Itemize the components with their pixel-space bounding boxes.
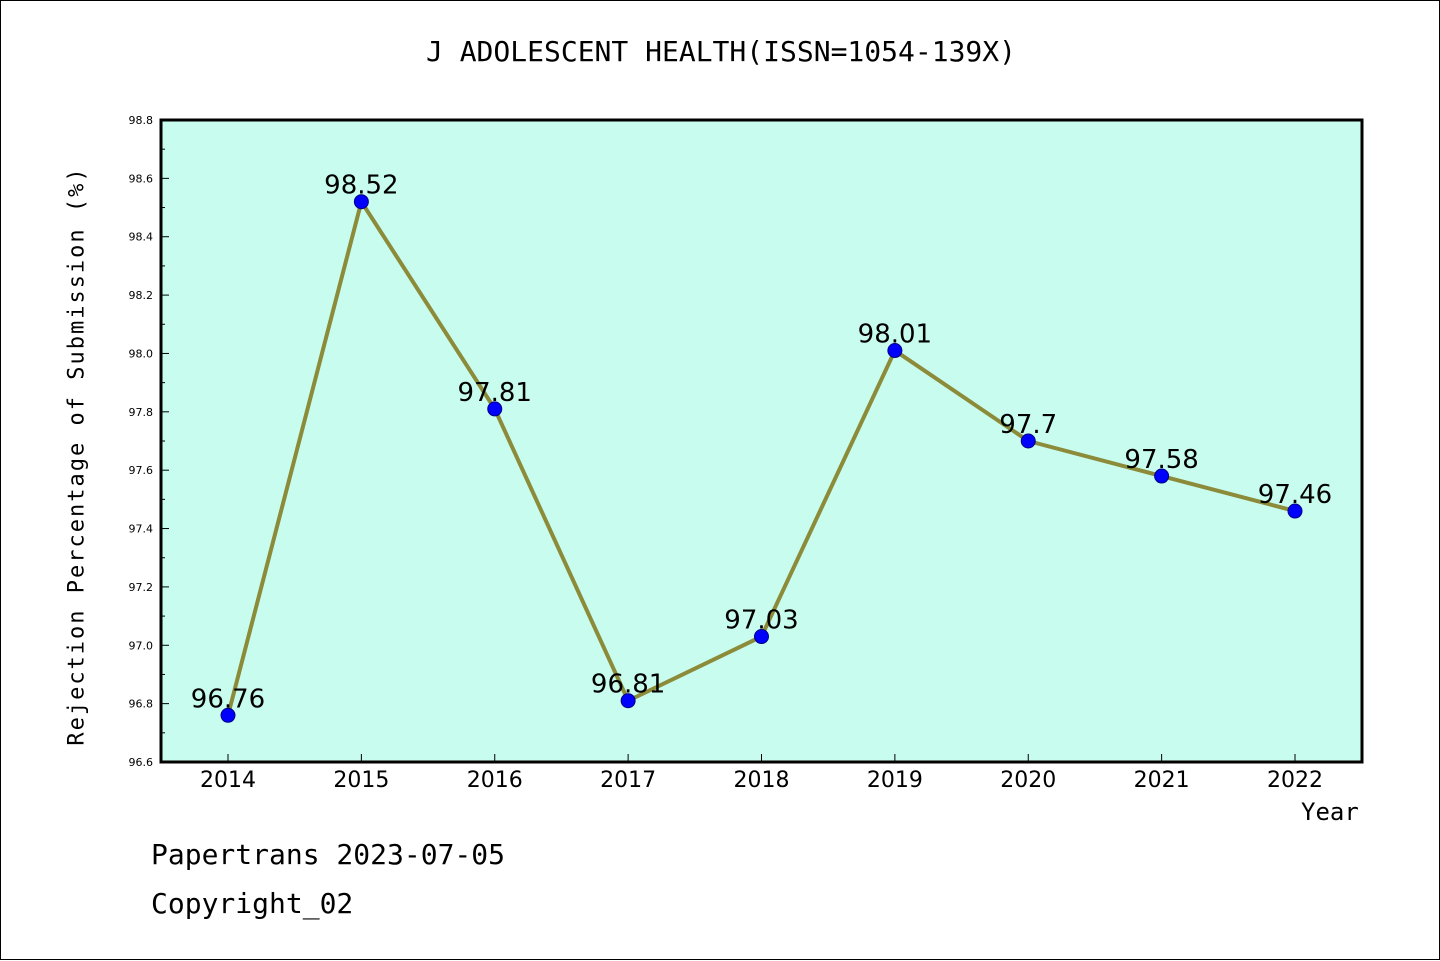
data-label: 97.03: [724, 606, 798, 636]
x-axis: 2014 2015 2016 2017 2018 2019 2020 2021 2022: [200, 754, 1323, 793]
y-axis: 96.6 96.8 97.0 97.2 97.4 97.6 97.8 98.0 98.2 98.4…: [129, 114, 169, 769]
x-axis-label: Year: [1301, 798, 1359, 826]
x-tick-label: 2019: [867, 768, 923, 793]
y-tick-label: 97.8: [129, 406, 154, 419]
series-group: 96.76 98.52 97.81 96.81 97.03 98.01 97.7 97.58 9…: [191, 171, 1332, 723]
footer-copyright: Copyright_02: [151, 887, 354, 920]
data-label: 97.81: [458, 378, 532, 408]
plot-area: [161, 120, 1362, 762]
data-point: [620, 693, 636, 709]
data-point: [1287, 503, 1303, 519]
y-tick-label: 97.4: [129, 523, 154, 536]
x-tick-label: 2020: [1000, 768, 1056, 793]
data-label: 98.01: [858, 320, 932, 350]
data-point: [754, 629, 769, 645]
x-tick-label: 2015: [333, 768, 389, 793]
data-label: 97.58: [1124, 445, 1198, 475]
data-label: 96.81: [591, 670, 665, 700]
plot-border: [159, 118, 1364, 764]
y-tick-label: 98.2: [129, 289, 154, 302]
y-tick-label: 98.4: [129, 231, 154, 244]
data-label: 97.46: [1258, 480, 1332, 510]
data-label: 97.7: [999, 410, 1057, 440]
data-point: [353, 194, 369, 210]
y-tick-label: 97.2: [129, 581, 154, 594]
y-tick-label: 98.8: [129, 114, 154, 127]
y-tick-label: 97.0: [129, 639, 154, 652]
y-tick-label: 96.8: [129, 698, 154, 711]
data-label: 96.76: [191, 684, 265, 714]
footer-date: Papertrans 2023-07-05: [151, 838, 506, 871]
data-point: [887, 343, 903, 359]
data-point: [1154, 468, 1170, 484]
y-tick-label: 98.6: [129, 172, 154, 185]
x-tick-label: 2016: [467, 768, 523, 793]
chart-title: J ADOLESCENT HEALTH(ISSN=1054-139X): [425, 35, 1016, 68]
x-tick-label: 2014: [200, 768, 256, 793]
x-tick-label: 2021: [1134, 768, 1190, 793]
y-tick-label: 97.6: [129, 464, 154, 477]
x-tick-label: 2018: [734, 768, 790, 793]
data-label: 98.52: [324, 171, 398, 201]
y-tick-label: 98.0: [129, 347, 154, 360]
data-point: [1020, 433, 1036, 449]
y-tick-label: 96.6: [129, 756, 154, 769]
data-point: [220, 707, 236, 723]
x-tick-label: 2017: [600, 768, 656, 793]
x-tick-label: 2022: [1267, 768, 1323, 793]
data-point: [487, 401, 503, 417]
